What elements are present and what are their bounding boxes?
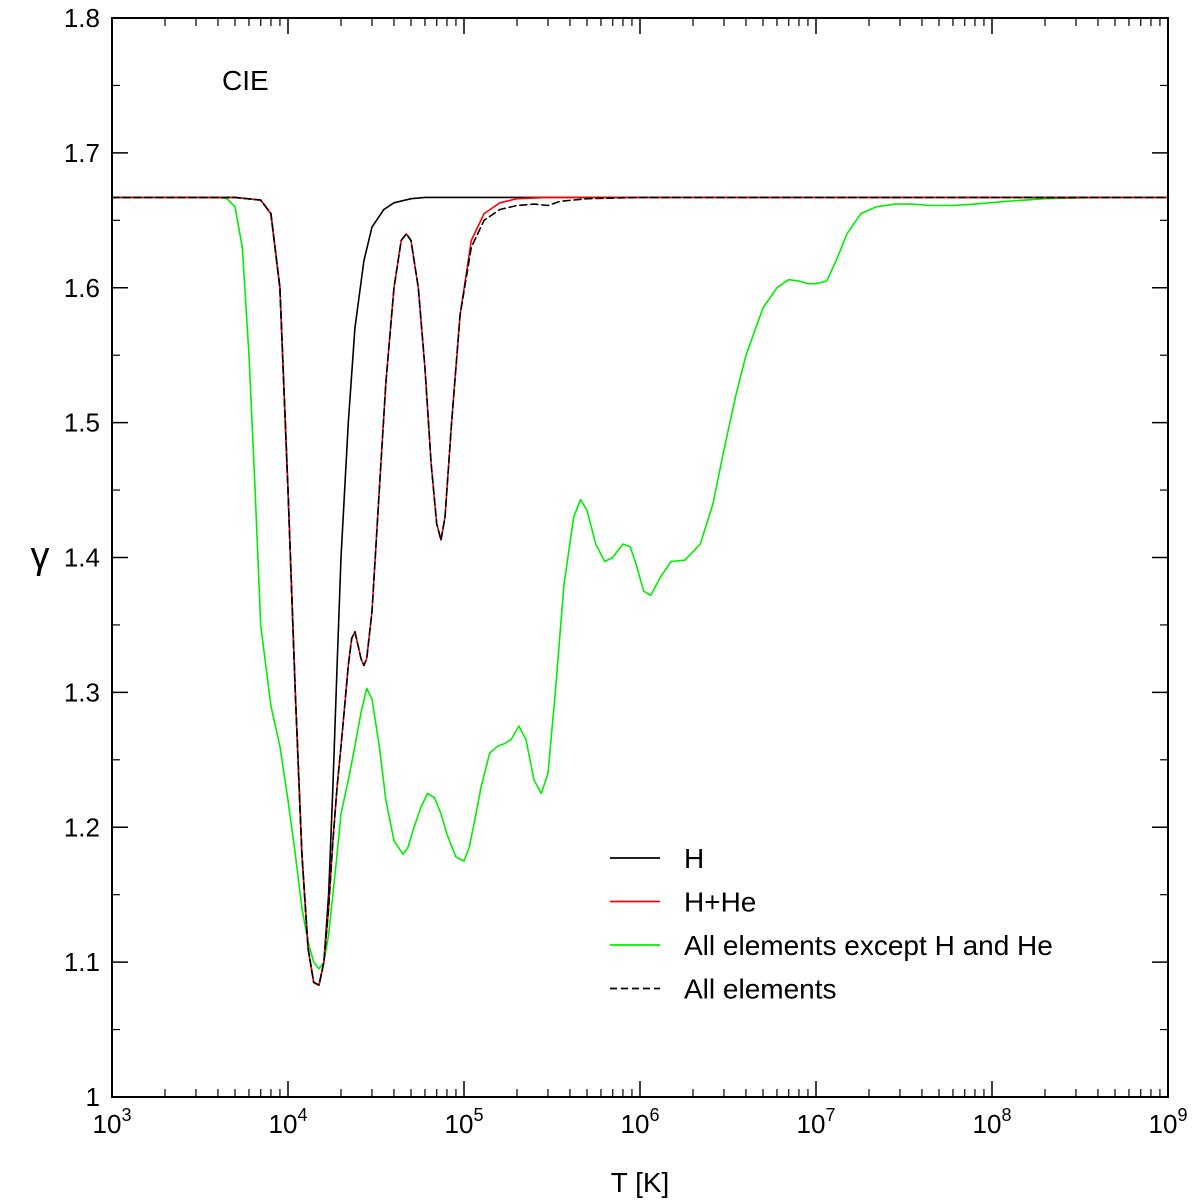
y-tick-label: 1.4 (64, 543, 100, 573)
x-axis-label: T [K] (611, 1167, 670, 1198)
y-tick-label: 1.8 (64, 3, 100, 33)
x-tick-label: 103 (93, 1105, 132, 1139)
legend-label: All elements except H and He (684, 930, 1053, 961)
y-tick-label: 1.5 (64, 408, 100, 438)
series-line-2 (111, 196, 1169, 970)
series-line-1 (111, 196, 1169, 986)
x-tick-label: 106 (621, 1105, 660, 1139)
x-tick-label: 109 (1149, 1105, 1188, 1139)
y-tick-label: 1.1 (64, 947, 100, 977)
legend-label: All elements (684, 974, 837, 1005)
y-axis-label: γ (31, 535, 50, 577)
x-tick-label: 108 (973, 1105, 1012, 1139)
x-tick-label: 105 (445, 1105, 484, 1139)
y-tick-label: 1.3 (64, 677, 100, 707)
plot-frame (111, 17, 1169, 1098)
y-tick-label: 1 (86, 1082, 100, 1112)
x-tick-label: 107 (797, 1105, 836, 1139)
series-line-0 (111, 196, 1169, 986)
chart-annotation: CIE (222, 65, 269, 96)
labels-layer: 1 1.1 1.2 1.3 1.4 1.5 1.6 1.7 1.8 103 104 105 106 107… (31, 3, 1188, 1198)
legend-label: H (684, 843, 704, 874)
x-tick-label: 104 (269, 1105, 308, 1139)
y-tick-label: 1.2 (64, 812, 100, 842)
y-tick-label: 1.7 (64, 138, 100, 168)
y-tick-label: 1.6 (64, 273, 100, 303)
legend-label: H+He (684, 887, 756, 918)
series-layer (111, 196, 1169, 986)
legend-layer: H H+He All elements except H and He All ele… (610, 843, 1053, 1005)
series-line-3 (111, 196, 1169, 986)
